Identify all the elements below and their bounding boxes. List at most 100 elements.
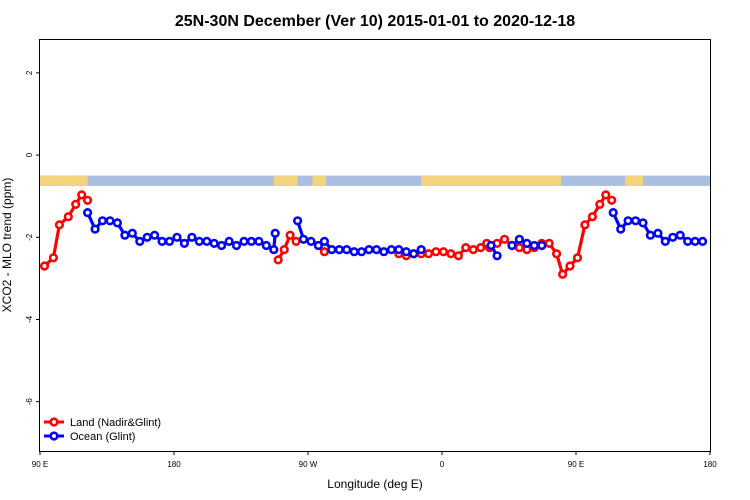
land-series: [39, 190, 617, 279]
ocean-data-point: [371, 245, 382, 255]
land-series-line: [398, 193, 613, 276]
land-data-point: [279, 245, 289, 255]
land-data-point: [285, 230, 295, 240]
ocean-data-point: [386, 245, 397, 255]
ocean-data-point: [394, 245, 404, 255]
ocean-data-point: [409, 249, 419, 259]
ocean-data-point: [179, 238, 189, 248]
ocean-data-point: [697, 236, 708, 246]
ocean-data-point: [349, 247, 359, 257]
y-tick-label: -2: [25, 233, 34, 241]
ocean-data-point: [364, 245, 374, 255]
ocean-data-point: [172, 232, 182, 242]
ocean-data-point: [217, 240, 227, 251]
ocean-data-point: [675, 230, 685, 240]
land-ocean-band: [40, 175, 710, 186]
land-data-point: [461, 243, 471, 253]
land-data-point: [580, 220, 590, 230]
land-data-point: [39, 261, 50, 271]
ocean-data-point: [202, 236, 212, 246]
land-band-segment-4: [625, 175, 643, 186]
ocean-data-point: [194, 236, 204, 246]
ocean-data-point: [683, 236, 693, 246]
ocean-data-point: [616, 224, 626, 234]
ocean-data-point: [522, 238, 532, 248]
legend-label-ocean: Ocean (Glint): [70, 431, 135, 443]
ocean-data-point: [135, 236, 145, 246]
land-band-segment-2: [312, 175, 326, 186]
ocean-data-point: [105, 216, 115, 226]
ocean-data-point: [486, 240, 496, 251]
x-tick-label: 0: [440, 460, 445, 469]
ocean-data-point: [313, 240, 324, 251]
land-data-point: [319, 247, 330, 257]
ocean-data-point: [334, 245, 344, 255]
x-tick-label: 180: [167, 460, 181, 469]
ocean-data-point: [90, 224, 100, 234]
land-data-point: [424, 249, 434, 259]
ocean-data-point: [357, 247, 367, 257]
ocean-data-point: [157, 236, 167, 246]
ocean-band: [40, 175, 710, 186]
ocean-data-point: [270, 228, 280, 238]
land-data-point: [565, 261, 575, 271]
land-band-segment-1: [273, 175, 298, 186]
ocean-data-point: [150, 230, 160, 240]
ocean-data-point: [319, 236, 330, 246]
land-data-point: [595, 199, 605, 209]
land-data-point: [607, 195, 617, 205]
land-data-point: [82, 195, 93, 205]
land-data-point: [468, 245, 478, 255]
ocean-data-point: [298, 234, 309, 244]
land-data-point: [291, 236, 301, 246]
y-tick-label: -6: [25, 398, 34, 406]
ocean-data-point: [231, 240, 242, 251]
ocean-data-point: [492, 251, 502, 261]
land-data-point: [601, 190, 611, 200]
plot-frame: [39, 39, 711, 452]
ocean-data-point: [416, 245, 426, 255]
ocean-data-point: [401, 247, 411, 257]
ocean-data-point: [608, 208, 618, 218]
ocean-data-point: [630, 216, 641, 226]
ocean-data-point: [254, 236, 264, 246]
x-tick-label: 90 E: [32, 460, 48, 469]
x-tick-label: 90 E: [568, 460, 584, 469]
ocean-data-point: [342, 245, 352, 255]
land-data-point: [431, 247, 441, 257]
land-data-point: [71, 199, 81, 209]
land-data-point: [438, 247, 449, 257]
land-data-point: [572, 253, 583, 263]
land-data-point: [499, 234, 510, 244]
y-tick-label: 2: [25, 70, 34, 75]
land-data-point: [514, 243, 525, 253]
legend: Land (Nadir&Glint) Ocean (Glint): [44, 417, 161, 443]
x-axis-title: Longitude (deg E): [327, 477, 422, 491]
y-tick-label: -4: [25, 315, 34, 323]
series-layer: [39, 190, 708, 279]
legend-marker-land: [49, 417, 59, 427]
y-tick-label: 0: [25, 152, 34, 157]
land-data-point: [544, 238, 554, 248]
ocean-data-point: [293, 216, 303, 226]
ocean-data-point: [112, 218, 122, 228]
ocean-data-point: [209, 238, 219, 248]
ocean-data-point: [638, 218, 648, 228]
ocean-data-point: [127, 228, 137, 238]
axes: 90 E 180 90 W 0 90 E 180 2 0 -2 -4 -6: [25, 70, 717, 469]
legend-label-land: Land (Nadir&Glint): [70, 417, 161, 429]
land-data-point: [551, 249, 562, 259]
ocean-data-point: [97, 216, 108, 226]
ocean-data-point: [164, 236, 175, 246]
ocean-data-point: [537, 240, 547, 251]
ocean-data-point: [623, 216, 633, 226]
ocean-data-point: [142, 232, 152, 242]
ocean-data-point: [668, 232, 678, 242]
legend-marker-ocean: [49, 431, 59, 441]
land-data-point: [48, 253, 59, 263]
land-data-point: [77, 190, 87, 200]
chart-title: 25N-30N December (Ver 10) 2015-01-01 to …: [175, 13, 575, 30]
ocean-series: [82, 208, 708, 261]
ocean-data-point: [660, 236, 670, 246]
